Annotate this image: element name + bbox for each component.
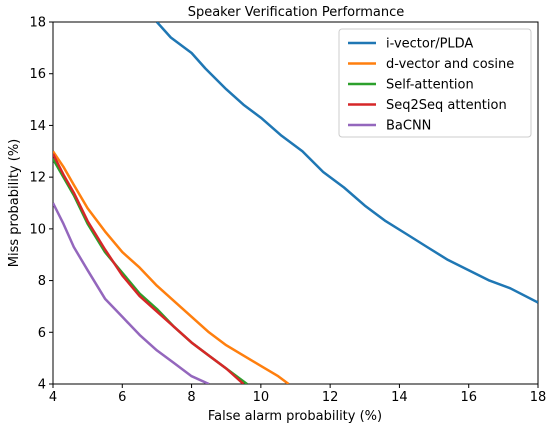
series-lines — [53, 22, 538, 384]
y-tick-label: 6 — [38, 326, 46, 341]
x-tick-label: 12 — [322, 390, 339, 405]
legend-label: Seq2Seq attention — [386, 98, 507, 113]
x-axis-ticks: 4 6 8 10 12 14 16 18 — [49, 384, 546, 405]
x-tick-label: 14 — [391, 390, 408, 405]
y-tick-label: 14 — [29, 119, 46, 134]
legend-label: BaCNN — [386, 119, 431, 134]
y-tick-label: 8 — [38, 274, 46, 289]
legend-label: i-vector/PLDA — [386, 37, 473, 52]
legend-label: d-vector and cosine — [386, 57, 514, 72]
x-tick-label: 6 — [118, 390, 126, 405]
series-line-2 — [53, 150, 290, 384]
y-tick-label: 10 — [29, 222, 46, 237]
x-tick-label: 16 — [460, 390, 477, 405]
legend-box — [338, 28, 532, 138]
x-tick-label: 10 — [253, 390, 270, 405]
y-axis-ticks: 4 6 8 10 12 14 16 18 — [29, 16, 53, 393]
series-line-4 — [53, 153, 245, 384]
x-tick-label: 18 — [530, 390, 547, 405]
legend: i-vector/PLDA d-vector and cosine Self-att… — [338, 28, 532, 138]
chart-title: Speaker Verification Performance — [188, 5, 405, 20]
legend-items: i-vector/PLDA d-vector and cosine Self-att… — [348, 37, 514, 134]
y-axis-label: Miss probability (%) — [7, 139, 22, 268]
y-tick-label: 18 — [29, 16, 46, 31]
x-tick-label: 8 — [187, 390, 195, 405]
legend-label: Self-attention — [386, 78, 474, 93]
x-tick-label: 4 — [49, 390, 57, 405]
x-axis-label: False alarm probability (%) — [208, 409, 382, 424]
series-line-5 — [53, 202, 210, 384]
y-tick-label: 4 — [38, 378, 46, 393]
series-line-1 — [155, 22, 538, 304]
y-tick-label: 12 — [29, 171, 46, 186]
y-tick-label: 16 — [29, 67, 46, 82]
